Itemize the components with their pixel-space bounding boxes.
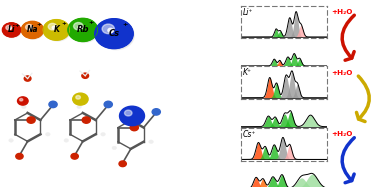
- Circle shape: [152, 109, 160, 115]
- Circle shape: [48, 23, 57, 30]
- Circle shape: [24, 76, 31, 81]
- Circle shape: [2, 23, 21, 37]
- Circle shape: [43, 20, 70, 40]
- Circle shape: [20, 99, 23, 101]
- Circle shape: [16, 154, 23, 159]
- Text: Rb: Rb: [77, 25, 89, 34]
- Circle shape: [119, 106, 144, 126]
- Circle shape: [119, 161, 126, 167]
- Circle shape: [64, 139, 68, 142]
- Text: +: +: [88, 20, 94, 25]
- Circle shape: [29, 27, 32, 29]
- Circle shape: [76, 96, 81, 99]
- Circle shape: [82, 73, 88, 78]
- Text: Cs⁺: Cs⁺: [243, 130, 256, 139]
- Circle shape: [124, 110, 132, 116]
- Circle shape: [49, 101, 57, 108]
- Text: K⁺: K⁺: [243, 68, 252, 77]
- Circle shape: [52, 26, 56, 29]
- Text: +: +: [36, 22, 41, 27]
- Circle shape: [45, 21, 70, 41]
- Circle shape: [82, 117, 90, 123]
- Text: +H₂O: +H₂O: [332, 70, 353, 76]
- Text: Cs: Cs: [108, 29, 119, 38]
- Circle shape: [22, 21, 43, 39]
- Circle shape: [149, 140, 153, 144]
- Text: +H₂O: +H₂O: [332, 9, 353, 15]
- Text: K: K: [53, 25, 59, 34]
- Circle shape: [78, 26, 82, 29]
- Circle shape: [4, 24, 21, 38]
- Circle shape: [23, 23, 44, 39]
- Circle shape: [102, 24, 115, 34]
- Circle shape: [27, 117, 35, 123]
- Circle shape: [22, 105, 26, 109]
- Circle shape: [70, 20, 98, 42]
- Circle shape: [9, 139, 13, 142]
- Circle shape: [6, 25, 12, 30]
- Circle shape: [108, 28, 113, 33]
- Circle shape: [95, 19, 133, 49]
- Circle shape: [74, 22, 83, 30]
- Circle shape: [46, 133, 50, 136]
- Circle shape: [9, 27, 11, 29]
- Text: Li: Li: [8, 25, 15, 34]
- Text: Na: Na: [27, 25, 38, 34]
- Circle shape: [68, 18, 98, 42]
- Circle shape: [98, 21, 134, 50]
- Circle shape: [17, 97, 28, 105]
- Circle shape: [77, 105, 81, 109]
- Circle shape: [101, 133, 105, 136]
- Circle shape: [26, 24, 33, 30]
- Circle shape: [130, 124, 138, 131]
- Circle shape: [112, 146, 116, 150]
- Circle shape: [104, 101, 112, 108]
- Circle shape: [73, 93, 88, 105]
- Text: Li⁺: Li⁺: [243, 7, 253, 17]
- Text: +: +: [122, 22, 127, 27]
- Text: +: +: [61, 21, 66, 26]
- Text: +: +: [14, 23, 19, 28]
- Text: +H₂O: +H₂O: [332, 131, 353, 137]
- Circle shape: [71, 154, 78, 159]
- Circle shape: [125, 113, 129, 116]
